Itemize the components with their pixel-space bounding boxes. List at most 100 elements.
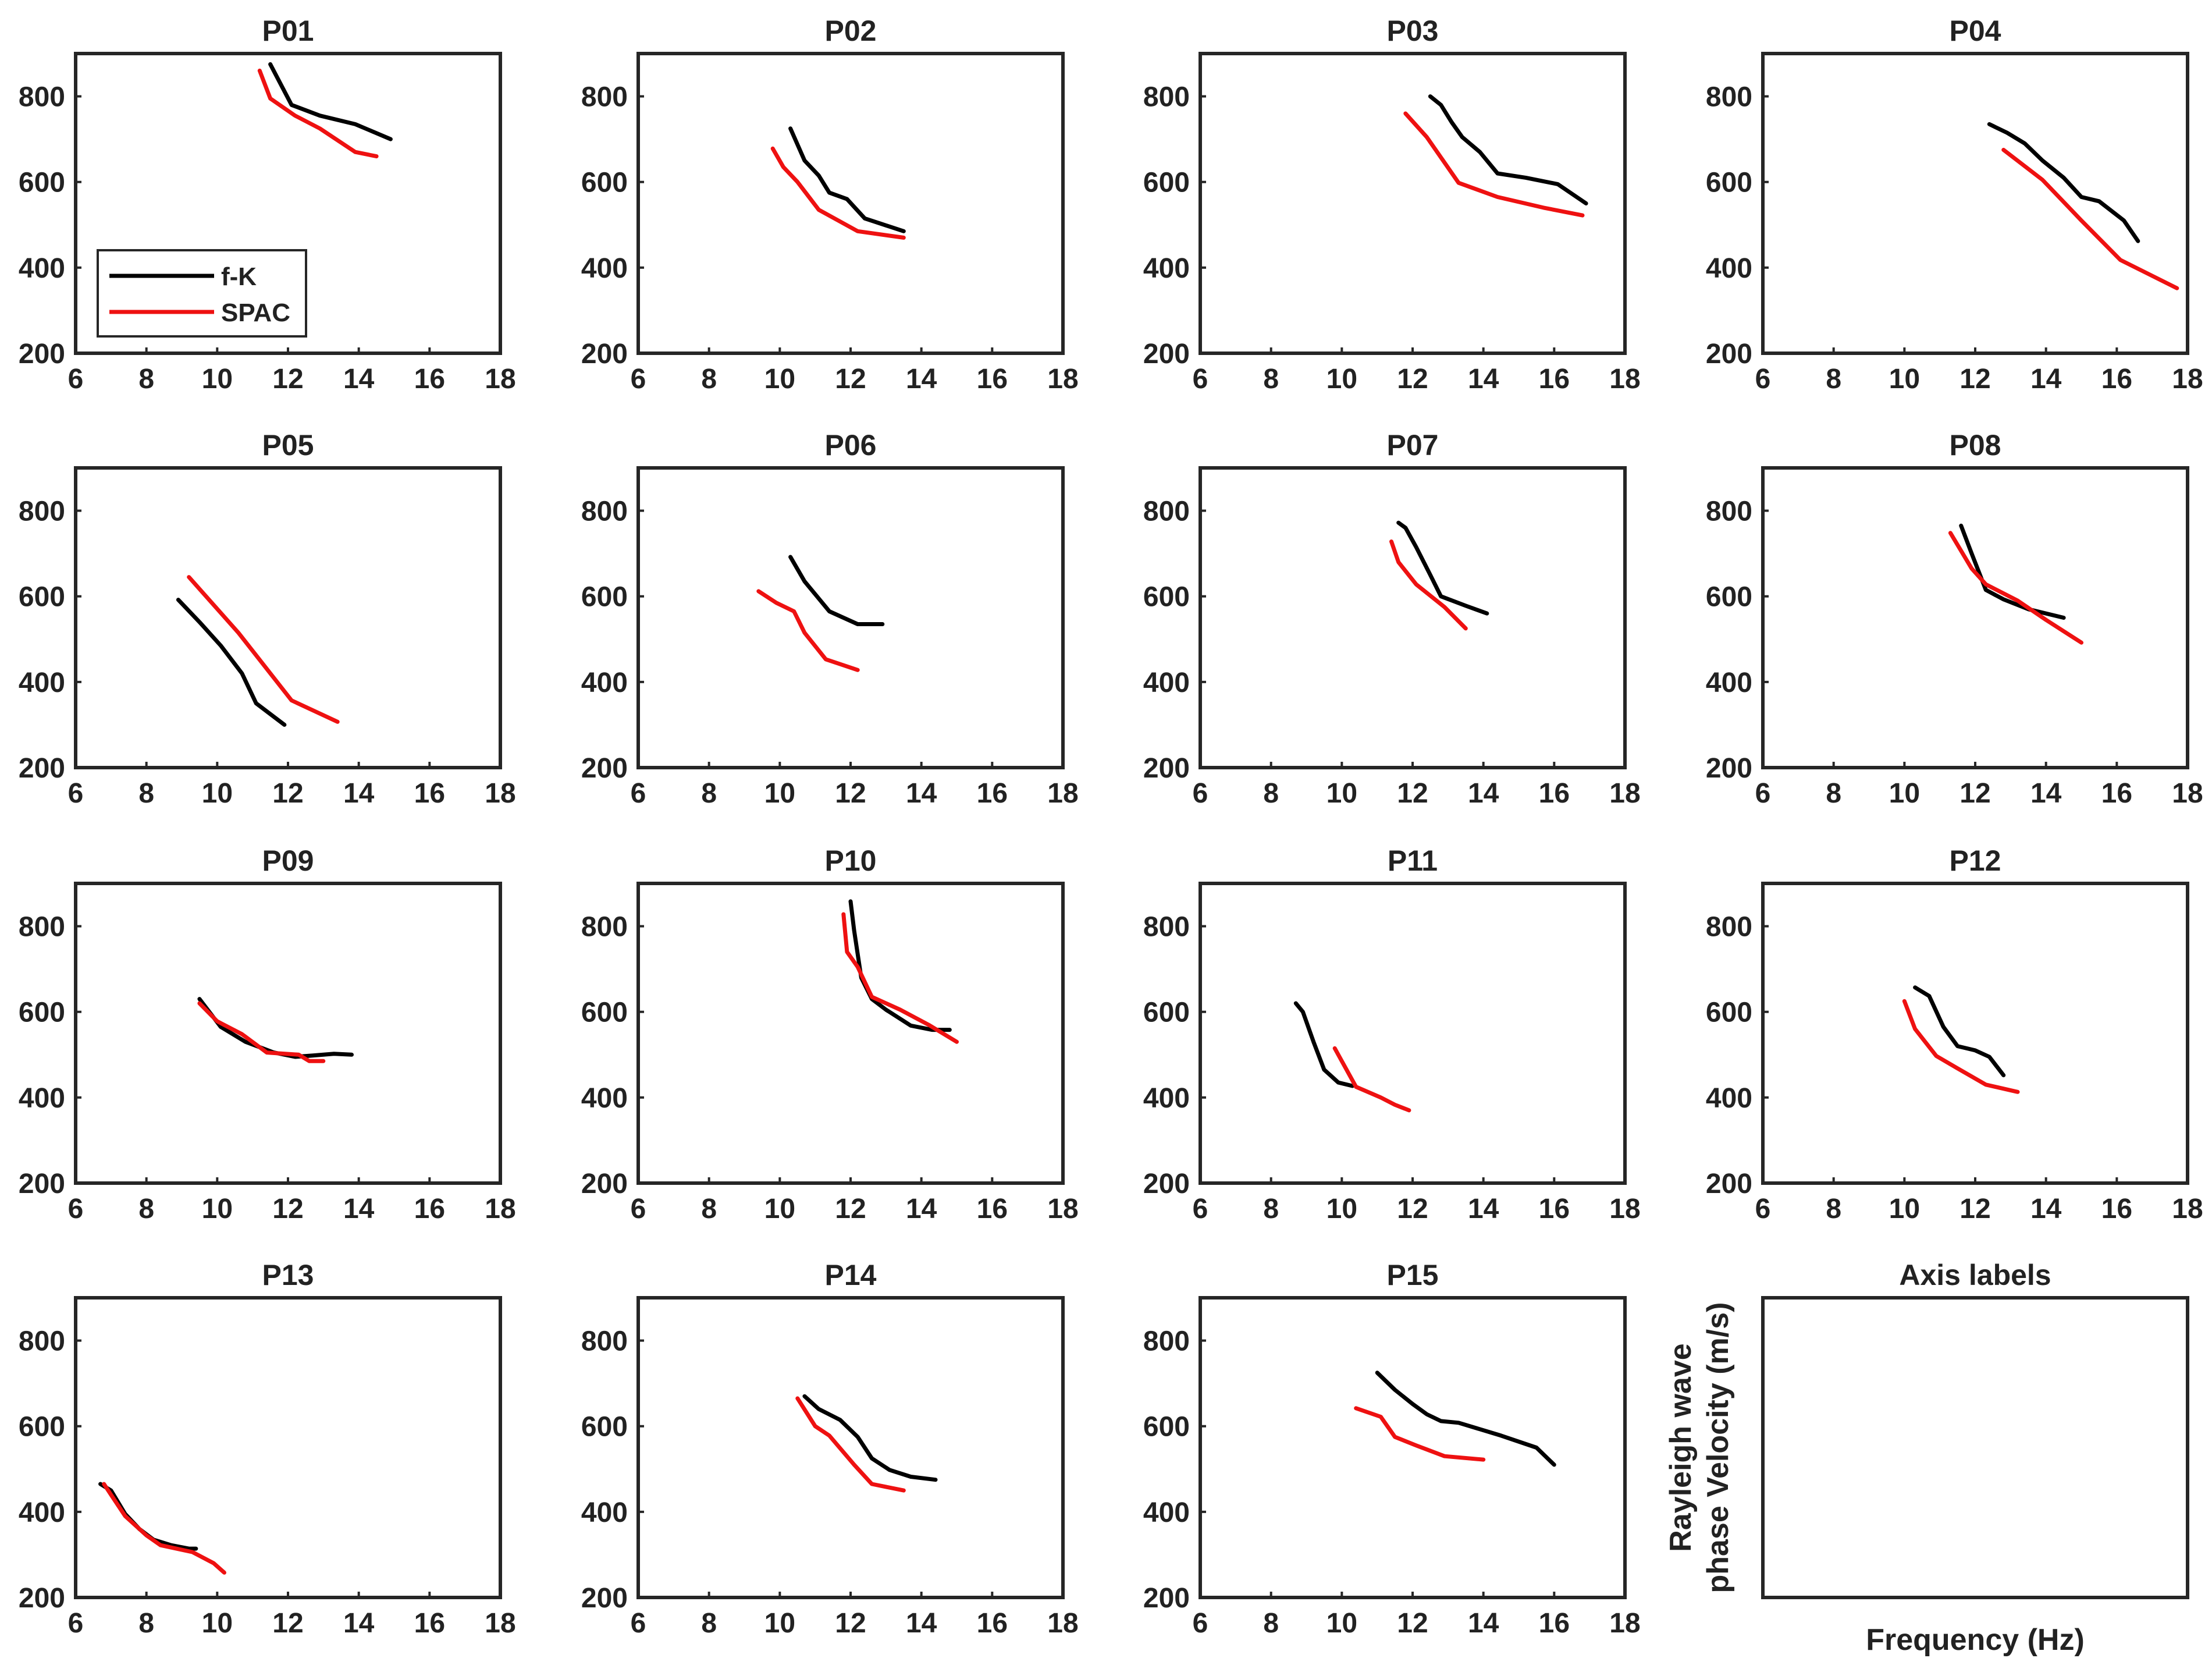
y-tick-label: 800 <box>19 912 65 943</box>
y-tick-label: 200 <box>581 1169 628 1199</box>
y-tick-label: 800 <box>581 82 628 113</box>
x-tick-label: 8 <box>138 364 154 395</box>
panel-10: P10 6 8 10 12 14 16 18 200 400 600 800 <box>581 844 1079 1224</box>
x-tick-label: 8 <box>1263 1608 1279 1639</box>
panel-title: P11 <box>1388 844 1438 877</box>
x-tick-label: 18 <box>485 1194 515 1224</box>
y-tick-label: 800 <box>1143 496 1190 527</box>
x-tick-label: 18 <box>2172 1194 2203 1224</box>
y-tick-label: 400 <box>1143 668 1190 698</box>
x-tick-label: 10 <box>1889 1194 1920 1224</box>
x-tick-label: 14 <box>1468 1194 1499 1224</box>
y-tick-label: 200 <box>1143 339 1190 370</box>
x-tick-label: 18 <box>2172 778 2203 809</box>
x-tick-label: 10 <box>1327 1608 1357 1639</box>
x-tick-label: 14 <box>343 1608 375 1639</box>
x-tick-label: 16 <box>2101 1194 2132 1224</box>
y-tick-label: 400 <box>581 668 628 698</box>
x-tick-label: 10 <box>202 778 233 809</box>
x-tick-label: 6 <box>631 1194 646 1224</box>
x-tick-label: 14 <box>343 1194 375 1224</box>
x-tick-label: 8 <box>701 1608 717 1639</box>
x-tick-label: 6 <box>631 364 646 395</box>
series-line-fk <box>788 555 885 626</box>
panel-6: P06 6 8 10 12 14 16 18 200 400 600 800 <box>581 429 1079 809</box>
y-tick-label: 400 <box>19 1497 65 1528</box>
x-tick-label: 6 <box>68 1608 84 1639</box>
x-tick-label: 6 <box>631 778 646 809</box>
x-tick-label: 8 <box>1263 364 1279 395</box>
x-tick-label: 16 <box>414 1608 445 1639</box>
series-line-fk <box>1987 122 2140 243</box>
panel-title: P02 <box>825 15 877 47</box>
series-line-spac <box>1403 111 1585 218</box>
series-line-spac <box>257 68 379 159</box>
x-tick-label: 8 <box>1826 1194 1841 1224</box>
series-line-spac <box>197 1001 326 1063</box>
legend-label: f-K <box>221 262 257 291</box>
series-line-spac <box>187 575 340 724</box>
panel-title: P01 <box>262 15 314 47</box>
panel-16: Axis labels Frequency (Hz) Rayleigh wave ph… <box>1664 1259 2189 1657</box>
x-tick-label: 8 <box>138 1608 154 1639</box>
series-line-spac <box>1389 539 1468 631</box>
y-tick-label: 400 <box>581 1083 628 1114</box>
x-tick-label: 12 <box>1397 778 1428 809</box>
y-axis-label: Rayleigh wave phase Velocity (m/s) <box>1664 1302 1735 1593</box>
x-tick-label: 14 <box>2030 364 2062 395</box>
y-tick-label: 600 <box>581 997 628 1028</box>
panel-4: P04 6 8 10 12 14 16 18 200 400 600 800 <box>1706 15 2203 395</box>
x-tick-label: 8 <box>701 778 717 809</box>
series-line-spac <box>841 912 959 1044</box>
x-tick-label: 18 <box>1609 1194 1640 1224</box>
y-axis-label-line2: phase Velocity (m/s) <box>1701 1302 1735 1593</box>
series-line-spac <box>1902 999 2020 1094</box>
y-tick-label: 600 <box>1143 582 1190 613</box>
series-line-fk <box>1428 94 1588 205</box>
x-tick-label: 10 <box>764 364 795 395</box>
panel-15: P15 6 8 10 12 14 16 18 200 400 600 800 <box>1143 1259 1641 1639</box>
y-tick-label: 400 <box>1143 253 1190 284</box>
y-tick-label: 800 <box>1143 82 1190 113</box>
y-tick-label: 600 <box>1706 997 1752 1028</box>
y-tick-label: 200 <box>19 1169 65 1199</box>
panel-14: P14 6 8 10 12 14 16 18 200 400 600 800 <box>581 1259 1079 1639</box>
series-line-fk <box>176 598 287 727</box>
x-tick-label: 18 <box>1047 778 1078 809</box>
y-tick-label: 800 <box>581 1326 628 1357</box>
y-tick-label: 400 <box>1706 668 1752 698</box>
x-tick-label: 16 <box>977 364 1008 395</box>
y-tick-label: 200 <box>1143 753 1190 784</box>
x-tick-label: 10 <box>764 778 795 809</box>
x-tick-label: 16 <box>977 1608 1008 1639</box>
x-tick-label: 10 <box>764 1194 795 1224</box>
x-tick-label: 10 <box>202 1608 233 1639</box>
y-tick-label: 200 <box>19 1583 65 1614</box>
panel-title: P04 <box>1950 15 2001 47</box>
x-tick-label: 12 <box>272 364 303 395</box>
x-tick-label: 6 <box>68 1194 84 1224</box>
x-tick-label: 10 <box>1889 778 1920 809</box>
x-tick-label: 10 <box>1889 364 1920 395</box>
panel-9: P09 6 8 10 12 14 16 18 200 400 600 800 <box>19 844 516 1224</box>
x-tick-label: 10 <box>1327 1194 1357 1224</box>
x-tick-label: 6 <box>1755 778 1771 809</box>
x-tick-label: 12 <box>1959 778 1990 809</box>
x-tick-label: 8 <box>1263 1194 1279 1224</box>
y-tick-label: 400 <box>19 668 65 698</box>
panel-title: P12 <box>1950 844 2001 877</box>
x-tick-label: 12 <box>835 1608 866 1639</box>
x-tick-label: 18 <box>1047 364 1078 395</box>
x-tick-label: 12 <box>272 778 303 809</box>
x-tick-label: 6 <box>68 778 84 809</box>
x-tick-label: 10 <box>202 364 233 395</box>
x-tick-label: 8 <box>1263 778 1279 809</box>
y-tick-label: 400 <box>1143 1497 1190 1528</box>
x-tick-label: 6 <box>1193 1194 1208 1224</box>
x-tick-label: 16 <box>2101 778 2132 809</box>
y-tick-label: 200 <box>1143 1169 1190 1199</box>
panel-title: P15 <box>1387 1259 1439 1291</box>
y-tick-label: 600 <box>19 1412 65 1443</box>
y-tick-label: 400 <box>1706 253 1752 284</box>
